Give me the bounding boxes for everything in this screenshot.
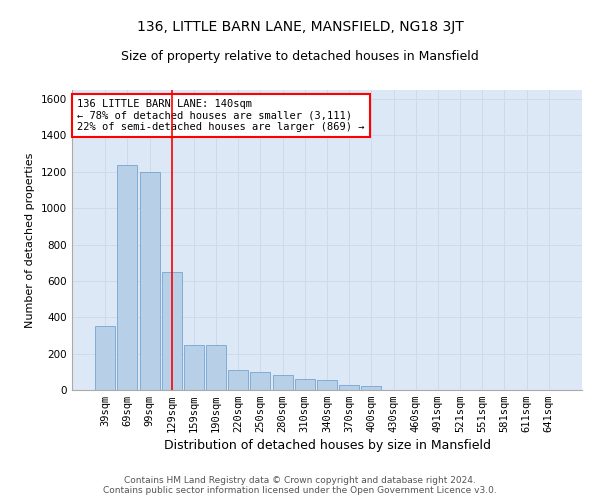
Bar bbox=[118, 164, 137, 390]
Bar bbox=[95, 326, 115, 390]
Text: Contains HM Land Registry data © Crown copyright and database right 2024.
Contai: Contains HM Land Registry data © Crown c… bbox=[103, 476, 497, 495]
Y-axis label: Number of detached properties: Number of detached properties bbox=[25, 152, 35, 328]
Text: 136 LITTLE BARN LANE: 140sqm
← 78% of detached houses are smaller (3,111)
22% of: 136 LITTLE BARN LANE: 140sqm ← 78% of de… bbox=[77, 99, 365, 132]
Bar bbox=[339, 384, 359, 390]
Bar bbox=[361, 386, 382, 390]
Bar bbox=[295, 379, 315, 390]
Bar bbox=[140, 172, 160, 390]
Text: 136, LITTLE BARN LANE, MANSFIELD, NG18 3JT: 136, LITTLE BARN LANE, MANSFIELD, NG18 3… bbox=[137, 20, 463, 34]
Text: Size of property relative to detached houses in Mansfield: Size of property relative to detached ho… bbox=[121, 50, 479, 63]
Bar bbox=[206, 346, 226, 390]
Bar bbox=[317, 380, 337, 390]
Bar bbox=[228, 370, 248, 390]
Bar bbox=[184, 344, 204, 390]
Bar bbox=[250, 372, 271, 390]
Bar bbox=[162, 272, 182, 390]
Bar bbox=[272, 376, 293, 390]
X-axis label: Distribution of detached houses by size in Mansfield: Distribution of detached houses by size … bbox=[163, 440, 491, 452]
